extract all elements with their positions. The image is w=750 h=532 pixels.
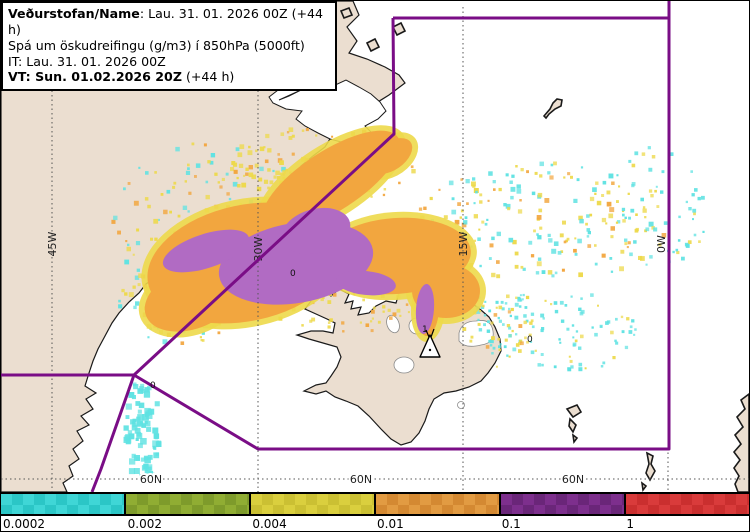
lat-label-60n-1: 60N	[140, 473, 162, 486]
contour-label-0-plume: 0	[290, 269, 296, 279]
vatnajokull-glacier	[458, 320, 494, 347]
lon-label-15w: 15W	[457, 231, 470, 256]
colorbar-segment	[251, 494, 376, 514]
norway-coast	[732, 393, 749, 493]
coastal-islet	[339, 6, 354, 20]
colorbar-threshold-label: 0.004	[252, 517, 287, 531]
colorbar-threshold-label: 1	[626, 517, 634, 531]
colorbar-threshold-label: 0.01	[377, 517, 404, 531]
lon-label-0w: 0W	[655, 235, 668, 253]
advisory-boundary	[1, 1, 671, 493]
map-canvas: 45W 30W 15W 0W 60N 60N 60N 0 1 0 0	[1, 1, 749, 493]
graticule	[1, 7, 749, 492]
ash-high-concentration	[162, 207, 435, 334]
colorbar-segment	[1, 494, 126, 514]
contour-label-0-east: 0	[527, 335, 533, 345]
forecast-map: 45W 30W 15W 0W 60N 60N 60N 0 1 0 0	[1, 1, 749, 493]
colorbar-segment	[626, 494, 749, 514]
info-line-product: Spá um öskudreifingu (g/m3) í 850hPa (50…	[8, 37, 305, 53]
colorbar-threshold-label: 0.0002	[3, 517, 45, 531]
concentration-colorbar: 0.0002 0.002 0.004 0.01 0.1 1	[1, 492, 749, 531]
colorbar-segments	[1, 494, 749, 516]
colorbar-threshold-label: 0.1	[501, 517, 521, 531]
info-line-issuer: Veðurstofan/Name: Lau. 31. 01. 2026 00Z …	[8, 6, 324, 37]
colorbar-segment	[126, 494, 251, 514]
colorbar-threshold-label: 0.002	[127, 517, 163, 531]
coastal-islet	[365, 37, 381, 53]
lon-label-45w: 45W	[46, 231, 59, 256]
coastal-islet	[391, 21, 407, 37]
info-line-it: IT: Lau. 31. 01. 2026 00Z	[8, 53, 166, 69]
myrdalsjokull-glacier	[393, 356, 415, 374]
volcano-icon	[419, 328, 441, 358]
lat-label-60n-3: 60N	[562, 473, 584, 486]
contour-label-0-south: 0	[150, 381, 156, 391]
info-line-vt: VT: Sun. 01.02.2026 20Z (+44 h)	[8, 69, 235, 85]
contour-label-1-volcano: 1	[422, 325, 428, 335]
colorbar-segment	[501, 494, 626, 514]
jan-mayen-island	[542, 98, 563, 120]
colorbar-segment	[376, 494, 501, 514]
shetland-islands	[640, 451, 656, 493]
lat-label-60n-2: 60N	[350, 473, 372, 486]
colorbar-labels: 0.0002 0.002 0.004 0.01 0.1 1	[1, 516, 749, 531]
forecast-info-box: Veðurstofan/Name: Lau. 31. 01. 2026 00Z …	[1, 1, 337, 92]
faroe-islands	[565, 403, 583, 445]
